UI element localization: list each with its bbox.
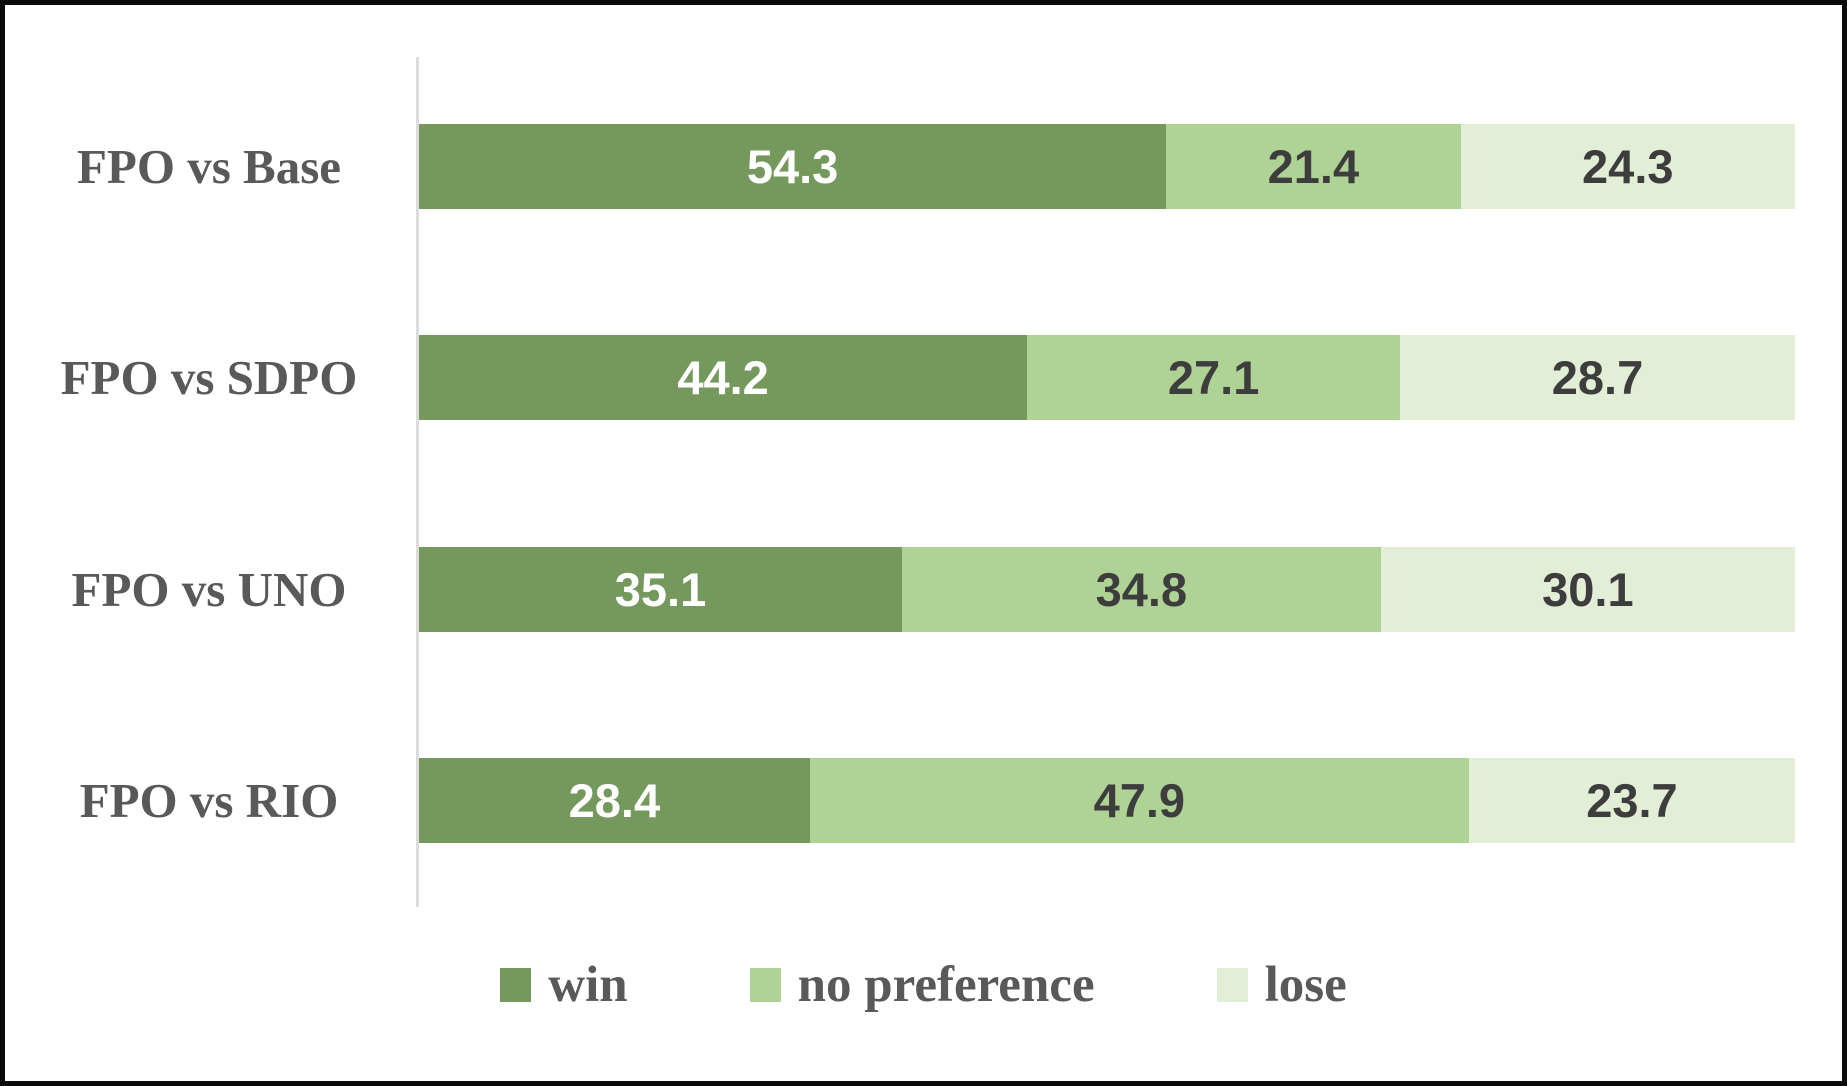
bar-segment-no-preference: 34.8 xyxy=(901,547,1381,632)
bar-value-label: 24.3 xyxy=(1582,140,1674,193)
bar-row: 35.1 34.8 30.1 xyxy=(419,547,1795,632)
bar-segment-win: 35.1 xyxy=(419,547,902,632)
bar-segment-lose: 30.1 xyxy=(1380,547,1795,632)
legend: win no preference lose xyxy=(5,947,1842,1023)
bar-value-label: 28.7 xyxy=(1551,351,1644,404)
legend-swatch-no-preference xyxy=(749,968,781,1002)
bar-segment-lose: 28.7 xyxy=(1400,335,1795,420)
bar-value-label: 30.1 xyxy=(1542,563,1634,616)
category-axis-line xyxy=(416,57,419,907)
category-label: FPO vs RIO xyxy=(79,773,339,828)
bar-value-label: 27.1 xyxy=(1167,351,1260,404)
bar-value-label: 23.7 xyxy=(1586,774,1678,827)
bar-value-label: 44.2 xyxy=(677,351,769,404)
bar-row: 44.2 27.1 28.7 xyxy=(419,335,1795,420)
bar-value-label: 54.3 xyxy=(746,140,839,193)
bar-segment-win: 54.3 xyxy=(419,124,1167,209)
legend-item-lose: lose xyxy=(1216,956,1347,1013)
bar-segment-no-preference: 27.1 xyxy=(1027,335,1401,420)
bar-segment-lose: 23.7 xyxy=(1468,758,1795,843)
bar-row: 28.4 47.9 23.7 xyxy=(419,758,1795,843)
legend-swatch-win xyxy=(500,968,532,1002)
category-label: FPO vs Base xyxy=(76,139,342,194)
bar-row: 54.3 21.4 24.3 xyxy=(419,124,1795,209)
bar-segment-lose: 24.3 xyxy=(1460,124,1795,209)
legend-label: win xyxy=(548,956,628,1013)
bar-value-label: 47.9 xyxy=(1093,774,1186,827)
bar-value-label: 28.4 xyxy=(568,774,661,827)
category-label: FPO vs SDPO xyxy=(60,350,358,405)
category-label: FPO vs UNO xyxy=(71,562,347,617)
legend-label: no preference xyxy=(797,956,1095,1013)
legend-swatch-lose xyxy=(1216,968,1248,1002)
bar-segment-win: 44.2 xyxy=(419,335,1028,420)
legend-item-win: win xyxy=(500,956,628,1013)
bar-value-label: 35.1 xyxy=(614,563,707,616)
bar-segment-no-preference: 21.4 xyxy=(1166,124,1461,209)
legend-item-no-preference: no preference xyxy=(749,956,1095,1013)
bar-value-label: 34.8 xyxy=(1095,563,1188,616)
bar-segment-no-preference: 47.9 xyxy=(809,758,1469,843)
bar-value-label: 21.4 xyxy=(1267,140,1360,193)
legend-label: lose xyxy=(1264,956,1347,1013)
bar-segment-win: 28.4 xyxy=(419,758,810,843)
